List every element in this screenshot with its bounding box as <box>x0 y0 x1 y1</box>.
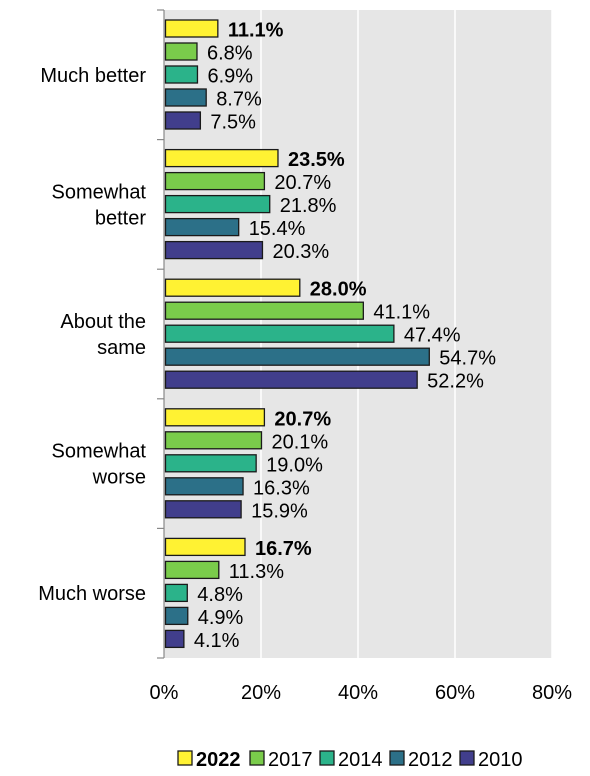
bar <box>164 194 271 214</box>
bar <box>164 431 263 450</box>
bar <box>164 606 189 626</box>
category-label: better <box>95 207 146 229</box>
data-label: 19.0% <box>266 454 323 476</box>
data-label: 4.1% <box>194 630 240 652</box>
legend-label: 2012 <box>408 749 453 771</box>
category-label: worse <box>92 467 146 489</box>
category-label: About the <box>60 311 146 333</box>
bar <box>164 42 198 61</box>
data-label: 20.7% <box>274 172 331 194</box>
legend: 2022 2017 2014 2012 2010 <box>177 749 523 771</box>
data-label: 4.8% <box>197 584 243 606</box>
bar <box>164 278 301 297</box>
x-tick-label: 0% <box>150 682 179 704</box>
data-label: 15.4% <box>249 218 306 240</box>
bar <box>164 111 202 130</box>
data-label: 20.3% <box>272 241 329 263</box>
data-label: 47.4% <box>404 325 461 347</box>
bar <box>164 19 219 38</box>
legend-swatch <box>459 750 475 766</box>
bar <box>164 537 246 557</box>
bar <box>164 171 266 191</box>
bar <box>164 500 242 519</box>
bar <box>164 477 244 496</box>
legend-label: 2017 <box>268 749 313 771</box>
bar <box>164 301 364 320</box>
x-tick-labels: 0% 20% 40% 60% 80% <box>150 682 573 704</box>
x-tick-label: 60% <box>435 682 475 704</box>
data-label: 16.7% <box>255 538 312 560</box>
category-labels: Much better Somewhat better About the same So… <box>38 65 146 605</box>
category-label: Much worse <box>38 583 146 605</box>
data-label: 4.9% <box>198 607 244 629</box>
legend-label: 2022 <box>196 749 241 771</box>
bar <box>164 88 207 107</box>
legend-label: 2010 <box>478 749 523 771</box>
x-tick-label: 20% <box>241 682 281 704</box>
data-label: 15.9% <box>251 500 308 522</box>
bar <box>164 240 264 260</box>
data-label: 41.1% <box>373 302 430 324</box>
x-tick-label: 40% <box>338 682 378 704</box>
data-label: 54.7% <box>439 348 496 370</box>
legend-swatch <box>177 750 193 766</box>
y-axis <box>157 9 165 659</box>
data-label: 52.2% <box>427 371 484 393</box>
data-label: 28.0% <box>310 279 367 301</box>
data-label: 23.5% <box>288 149 345 171</box>
bar <box>164 347 430 366</box>
bar <box>164 629 185 649</box>
bar <box>164 148 279 168</box>
category-label: Somewhat <box>52 441 147 463</box>
data-label: 7.5% <box>210 112 256 134</box>
data-label: 11.3% <box>229 561 284 583</box>
data-label: 6.9% <box>207 66 253 88</box>
bars <box>164 19 430 649</box>
category-label: Somewhat <box>52 181 147 203</box>
legend-label: 2014 <box>338 749 383 771</box>
bar <box>164 454 257 473</box>
bar <box>164 583 188 603</box>
data-label: 6.8% <box>207 43 253 65</box>
legend-swatch <box>249 750 265 766</box>
data-labels: 11.1%6.8%6.9%8.7%7.5%23.5%20.7%21.8%15.4… <box>194 20 496 652</box>
legend-swatch <box>319 750 335 766</box>
data-label: 11.1% <box>228 20 284 42</box>
data-label: 20.7% <box>274 408 331 430</box>
bar <box>164 65 199 84</box>
category-label: same <box>97 337 146 359</box>
bar <box>164 560 220 580</box>
data-label: 21.8% <box>280 195 337 217</box>
data-label: 16.3% <box>253 477 310 499</box>
category-label: Much better <box>40 65 146 87</box>
bar <box>164 324 395 343</box>
data-label: 8.7% <box>216 89 262 111</box>
bar <box>164 217 240 237</box>
legend-swatch <box>389 750 405 766</box>
data-label: 20.1% <box>271 431 328 453</box>
x-tick-label: 80% <box>532 682 572 704</box>
bar <box>164 408 266 427</box>
bar <box>164 370 418 389</box>
